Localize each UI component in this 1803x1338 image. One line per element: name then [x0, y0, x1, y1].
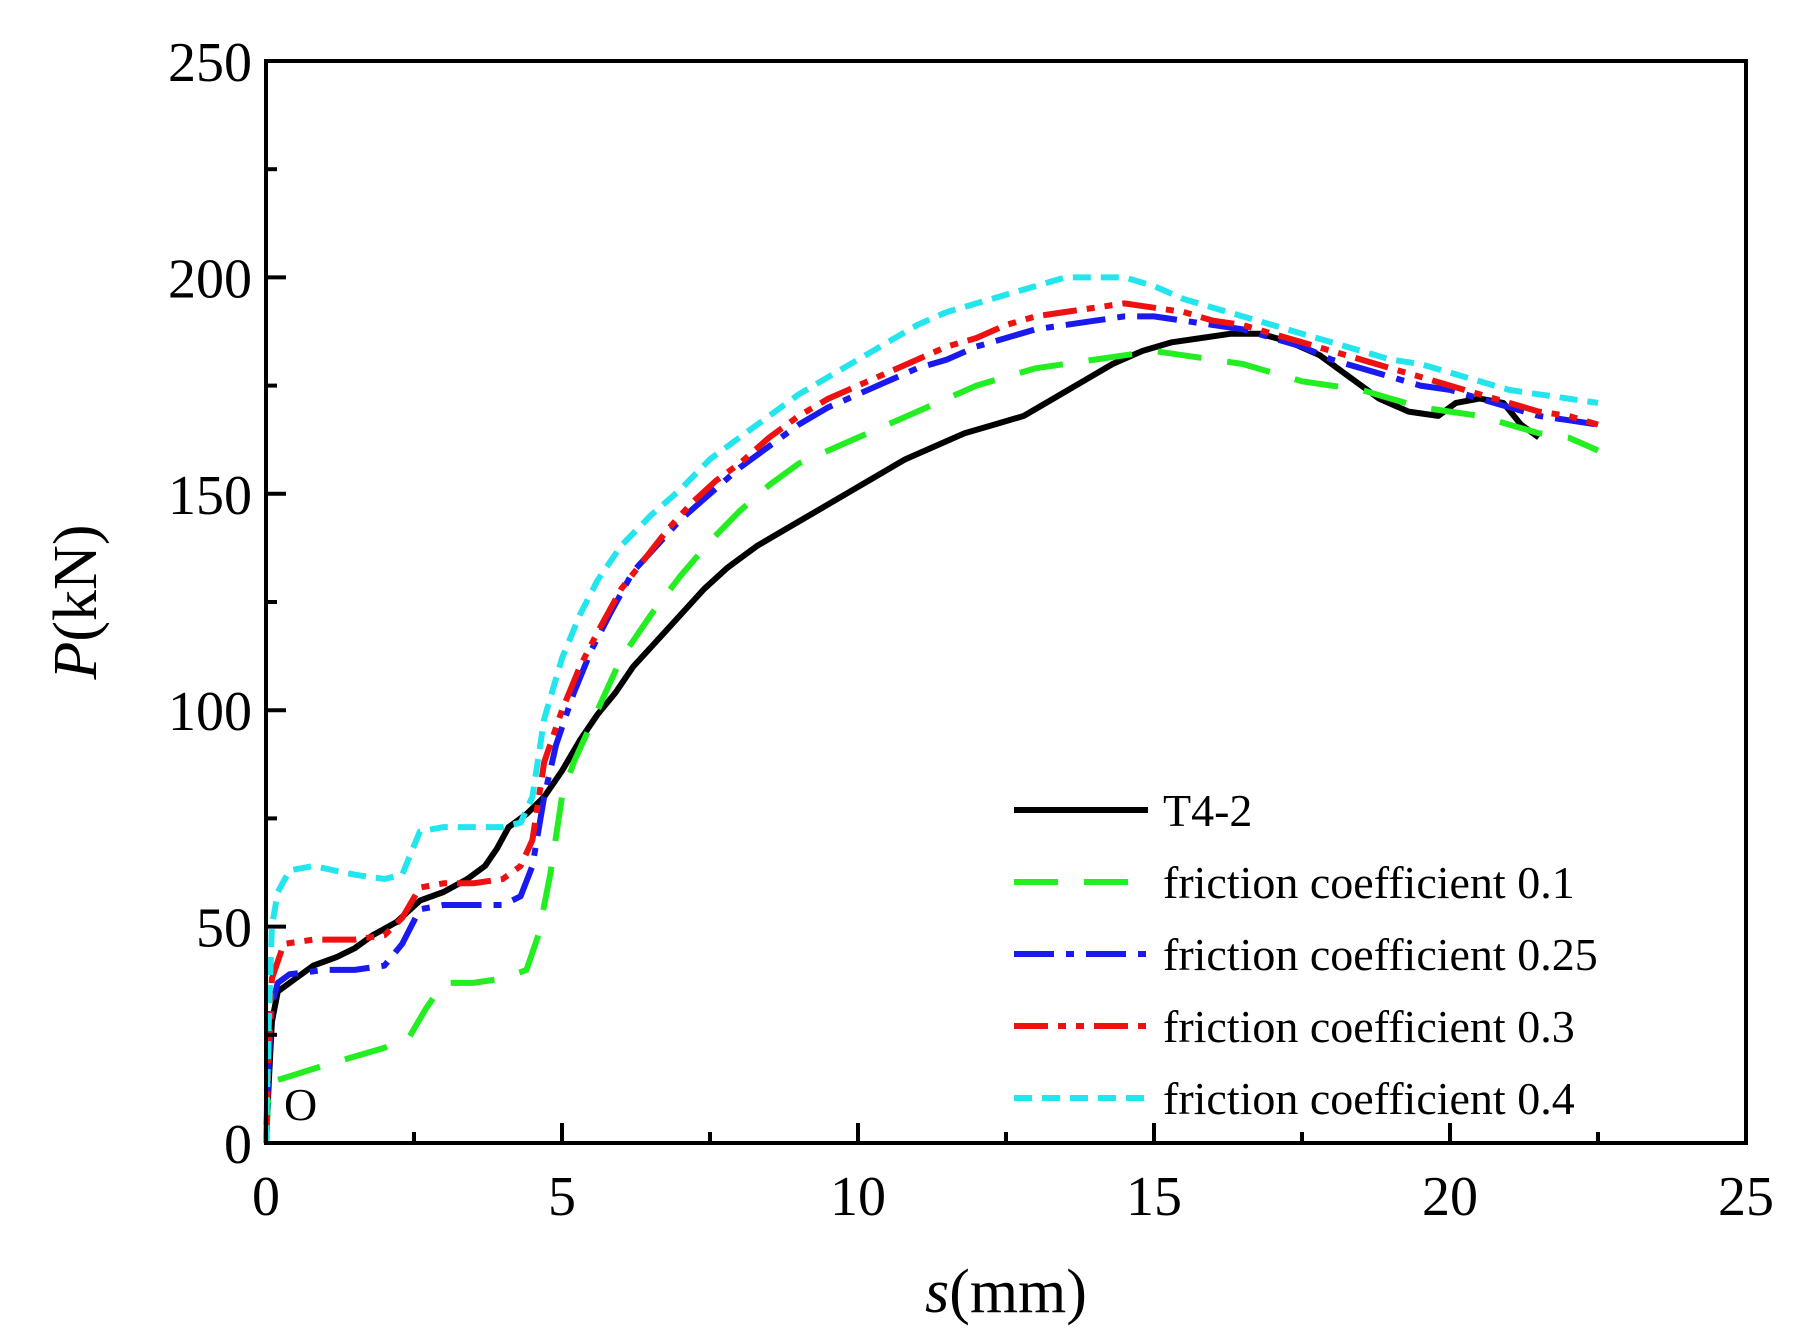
x-tick-label: 5 [548, 1166, 576, 1228]
series-layer [263, 274, 1600, 1144]
x-axis-title-unit: (mm) [949, 1258, 1087, 1326]
y-axis-title-unit: (kN) [42, 525, 110, 642]
legend-label: T4-2 [1163, 785, 1252, 836]
x-tick-label: 15 [1126, 1166, 1182, 1228]
x-tick-label: 0 [252, 1166, 280, 1228]
y-axis-title-italic: P [42, 642, 110, 681]
y-tick-label: 250 [168, 32, 252, 94]
x-axis-title: s(mm) [925, 1258, 1087, 1326]
y-axis-title: P(kN) [42, 525, 110, 681]
series-line-2 [263, 348, 1600, 1144]
y-tick-label: 100 [168, 681, 252, 743]
x-axis-title-italic: s [925, 1258, 949, 1326]
x-tick-label: 20 [1422, 1166, 1478, 1228]
legend-label: friction coefficient 0.25 [1163, 929, 1598, 980]
series-line-4 [263, 300, 1599, 1144]
origin-annotation: O [284, 1079, 317, 1130]
series-line-5 [263, 274, 1599, 1144]
legend-label: friction coefficient 0.3 [1163, 1001, 1575, 1052]
legend-label: friction coefficient 0.1 [1163, 857, 1575, 908]
y-tick-label: 200 [168, 248, 252, 310]
y-tick-label: 150 [168, 465, 252, 527]
series-line-3 [263, 313, 1599, 1144]
legend-label: friction coefficient 0.4 [1163, 1073, 1575, 1124]
x-tick-label: 25 [1718, 1166, 1774, 1228]
x-tick-label: 10 [830, 1166, 886, 1228]
y-tick-label: 0 [224, 1114, 252, 1176]
y-tick-label: 50 [196, 898, 252, 960]
legend: T4-2 friction coefficient 0.1 friction coe… [1014, 785, 1598, 1124]
